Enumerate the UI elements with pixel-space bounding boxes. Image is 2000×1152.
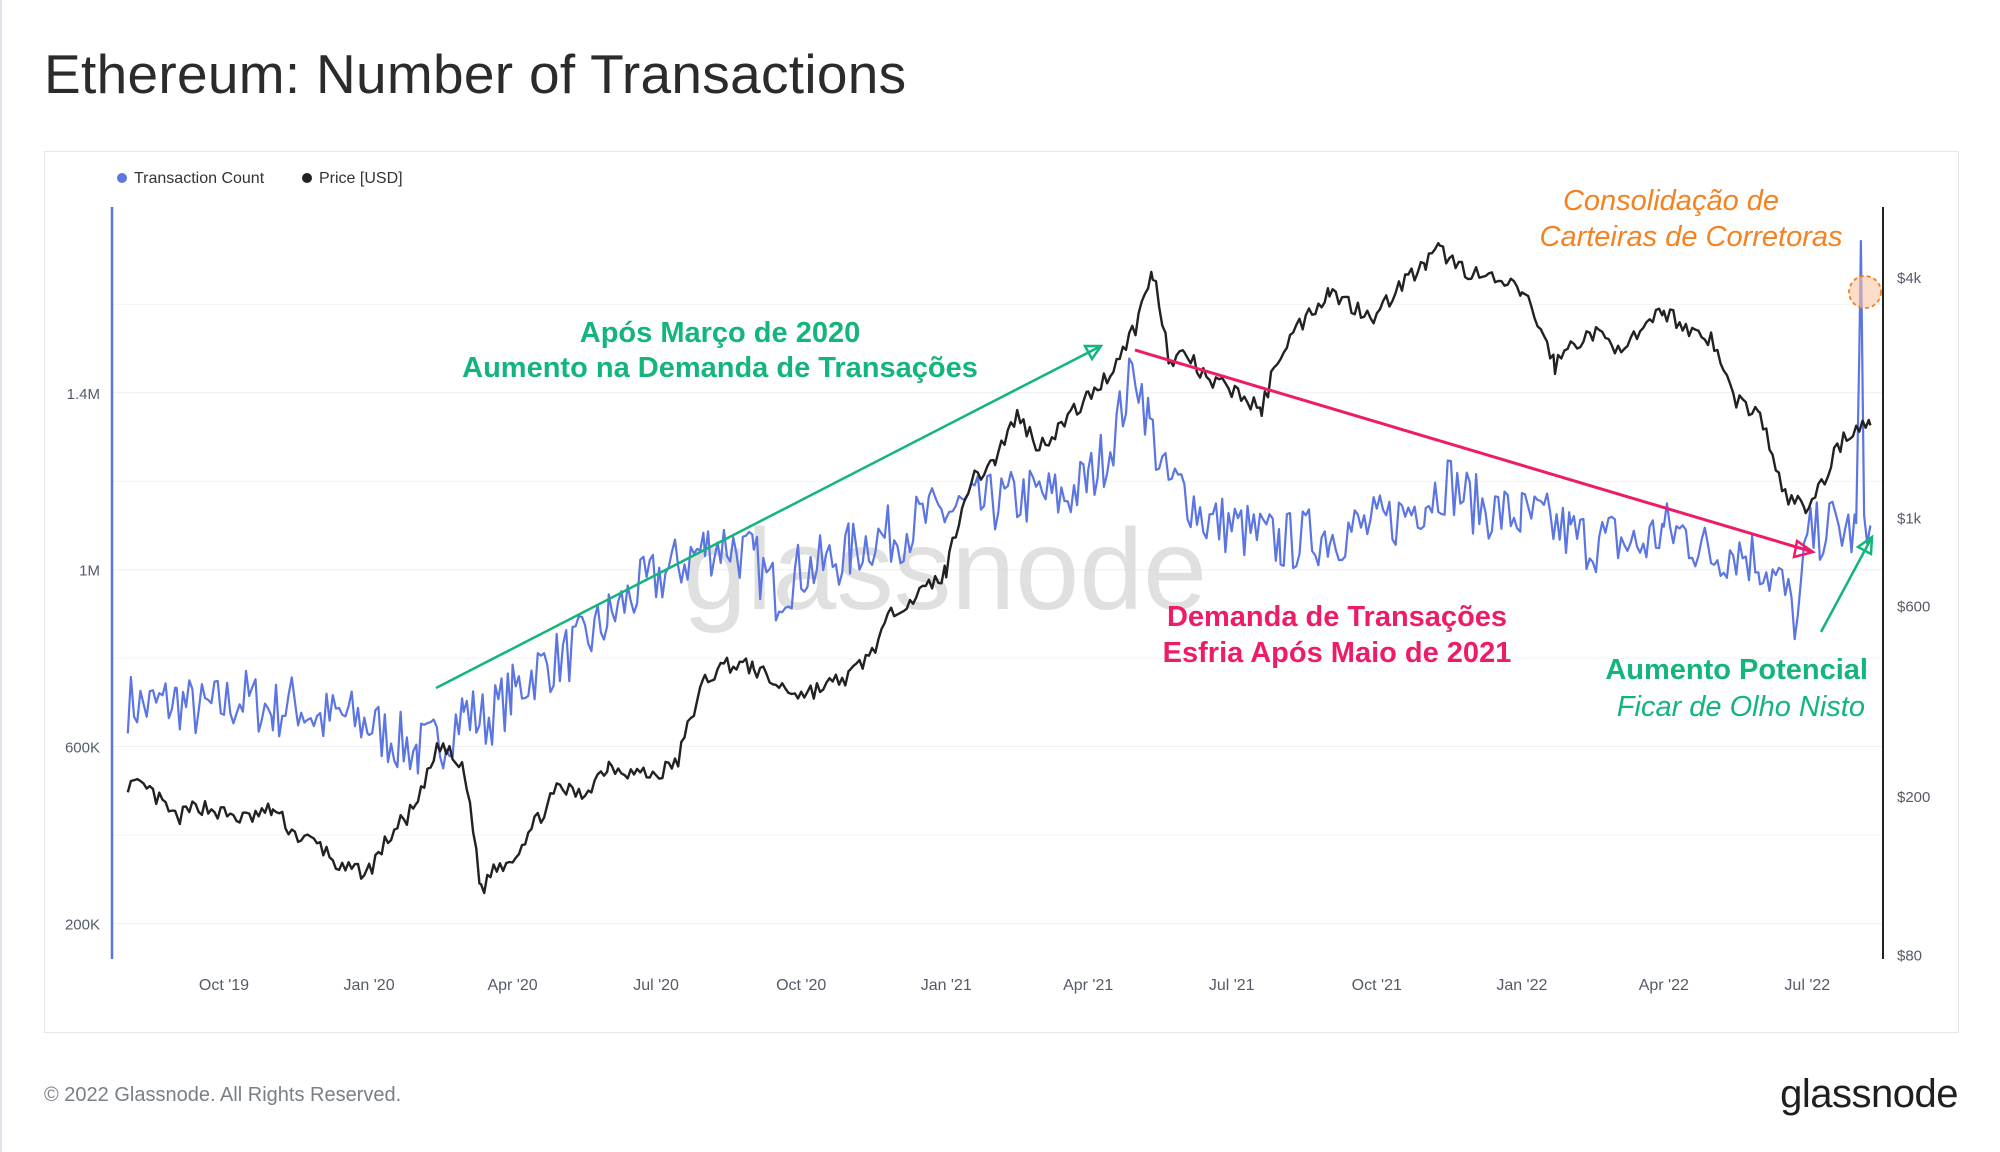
x-tick-Jul-20: Jul '20 bbox=[633, 977, 679, 994]
y-left-tick-1M: 1M bbox=[79, 563, 100, 580]
annotation-rise-line1: Após Março de 2020 bbox=[580, 317, 860, 349]
y-right-tick-$4k: $4k bbox=[1897, 270, 1922, 287]
x-tick-Oct-20: Oct '20 bbox=[776, 977, 826, 994]
trend-arrow-fall bbox=[1134, 348, 1814, 554]
x-tick-Jul-22: Jul '22 bbox=[1784, 977, 1830, 994]
series-line-price bbox=[126, 242, 1872, 895]
y-left-tick-1.4M: 1.4M bbox=[67, 386, 100, 403]
trend-arrow-fall-head bbox=[1792, 538, 1816, 559]
annotation-exchange-line1: Consolidação de bbox=[1563, 185, 1779, 217]
y-right-tick-$600: $600 bbox=[1897, 599, 1930, 616]
page-title: Ethereum: Number of Transactions bbox=[44, 43, 907, 105]
trend-arrow-potential-head bbox=[1855, 534, 1874, 557]
x-tick-Jan-20: Jan '20 bbox=[344, 977, 395, 994]
chart-legend: Transaction Count Price [USD] bbox=[117, 170, 403, 187]
axis-ticks: 200K 600K 1M 1.4M $80 $200 $600 $1k $4k Oct '19 Ja… bbox=[65, 270, 1930, 994]
x-tick-Apr-20: Apr '20 bbox=[487, 977, 537, 994]
x-tick-Apr-21: Apr '21 bbox=[1063, 977, 1113, 994]
annotation-potential-line1: Aumento Potencial bbox=[1605, 654, 1868, 686]
trend-arrow-rise bbox=[435, 344, 1102, 690]
chart-frame: glassnode 200K 600K 1M 1.4M $80 $200 $600 $1k $4… bbox=[44, 151, 1959, 1033]
x-tick-Jan-22: Jan '22 bbox=[1496, 977, 1547, 994]
x-tick-Jan-21: Jan '21 bbox=[921, 977, 972, 994]
legend-marker-price bbox=[302, 173, 312, 183]
legend-label-transaction-count: Transaction Count bbox=[134, 170, 265, 187]
y-left-tick-600K: 600K bbox=[65, 740, 100, 757]
footer-copyright: © 2022 Glassnode. All Rights Reserved. bbox=[44, 1084, 402, 1106]
y-right-tick-$1k: $1k bbox=[1897, 510, 1922, 527]
chart-canvas: glassnode 200K600K1M1.4M$80$200$600$1k$4… bbox=[65, 170, 1930, 994]
chart-series bbox=[126, 239, 1872, 895]
series-line-transaction-count bbox=[126, 239, 1872, 775]
annotation-rise-line2: Aumento na Demanda de Transações bbox=[462, 352, 978, 384]
x-tick-Oct-21: Oct '21 bbox=[1352, 977, 1402, 994]
trend-arrow-rise-head bbox=[1082, 344, 1104, 362]
y-right-tick-$80: $80 bbox=[1897, 948, 1922, 965]
x-tick-Jul-21: Jul '21 bbox=[1209, 977, 1255, 994]
annotation-watch-line: Ficar de Olho Nisto bbox=[1617, 691, 1865, 723]
page-left-border bbox=[0, 0, 2, 1152]
y-left-tick-200K: 200K bbox=[65, 917, 100, 934]
glassnode-logo: glassnode bbox=[1780, 1072, 1958, 1116]
annotation-exchange-line2: Carteiras de Corretoras bbox=[1540, 221, 1843, 253]
spike-highlight-marker bbox=[1848, 275, 1882, 309]
y-right-tick-$200: $200 bbox=[1897, 789, 1930, 806]
legend-marker-transaction-count bbox=[117, 173, 127, 183]
x-tick-Oct-19: Oct '19 bbox=[199, 977, 249, 994]
chart-annotations: Após Março de 2020 Aumento na Demanda de… bbox=[435, 185, 1882, 723]
legend-label-price: Price [USD] bbox=[319, 170, 403, 187]
annotation-fall-line1: Demanda de Transações bbox=[1167, 601, 1507, 633]
trend-arrow-potential bbox=[1819, 536, 1874, 633]
annotation-fall-line2: Esfria Após Maio de 2021 bbox=[1163, 637, 1512, 669]
x-tick-Apr-22: Apr '22 bbox=[1639, 977, 1689, 994]
